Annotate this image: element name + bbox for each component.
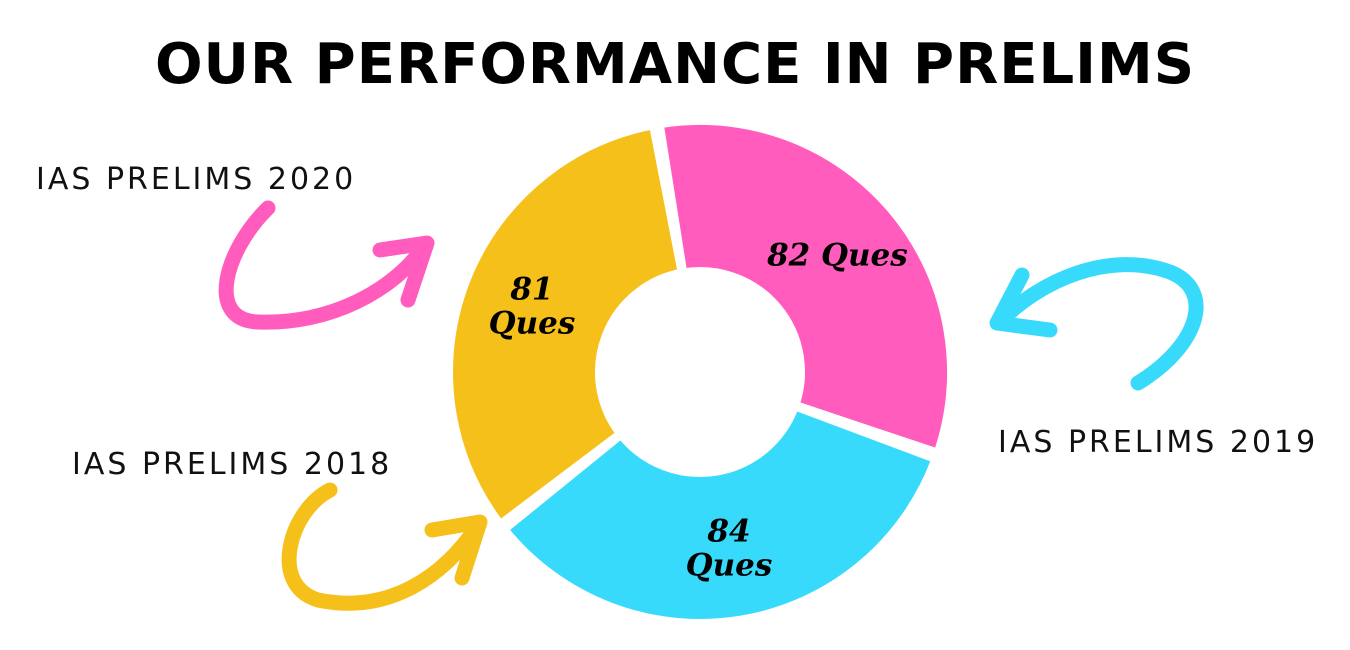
value-label-2019: 84 Ques bbox=[686, 514, 773, 584]
segment-2020 bbox=[657, 119, 953, 456]
segment-2019 bbox=[501, 403, 939, 625]
arrow-2020-icon bbox=[218, 200, 435, 330]
value-label-2018: 81 Ques bbox=[489, 272, 576, 342]
category-label-2019: IAS PRELIMS 2019 bbox=[998, 425, 1319, 460]
value-label-2020: 82 Ques bbox=[766, 238, 908, 274]
category-label-2018: IAS PRELIMS 2018 bbox=[72, 447, 393, 482]
arrow-2018-icon bbox=[281, 482, 488, 611]
segment-2018 bbox=[447, 123, 685, 527]
page-title: OUR PERFORMANCE IN PRELIMS bbox=[154, 32, 1196, 97]
category-label-2020: IAS PRELIMS 2020 bbox=[36, 162, 357, 197]
arrow-2019-icon bbox=[989, 257, 1204, 391]
